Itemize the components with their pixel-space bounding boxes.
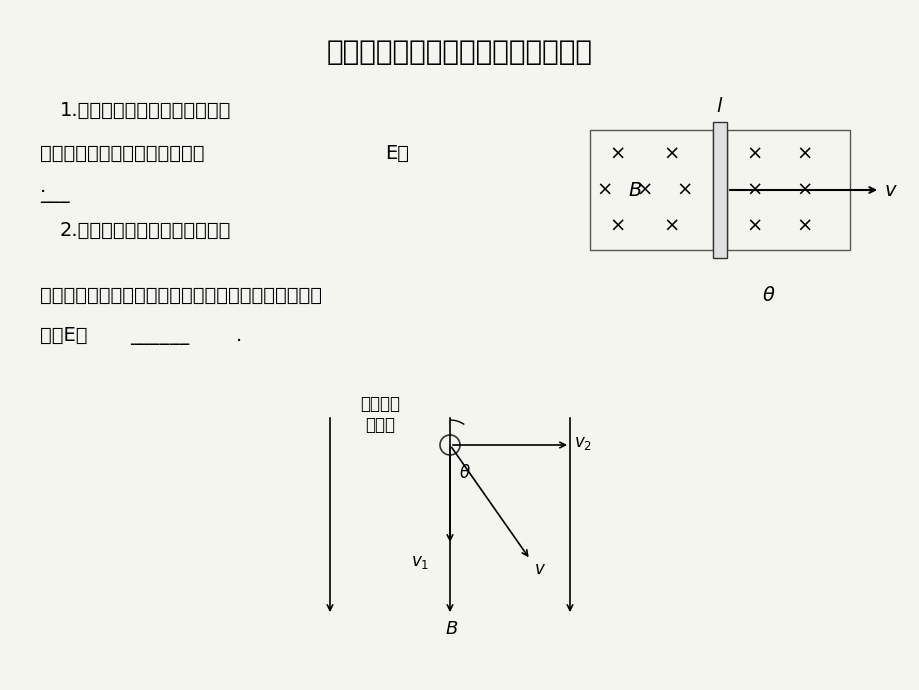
Text: 运动方向三者两两相互垂直时，: 运动方向三者两两相互垂直时， [40,144,204,163]
Text: $B$: $B$ [445,620,459,638]
Text: ×: × [746,217,763,235]
Text: $v_1$: $v_1$ [411,553,428,571]
Text: ×: × [636,181,652,199]
Text: .: . [236,326,242,344]
Text: $l$: $l$ [716,97,723,116]
Text: ×: × [664,217,679,235]
Text: ×: × [796,217,812,235]
Text: 1.磁场方向、导体棒与导体棒的: 1.磁场方向、导体棒与导体棒的 [60,101,231,119]
Text: ___: ___ [40,184,70,202]
Text: ×: × [746,181,763,199]
Text: ×: × [676,181,692,199]
Text: 时，E＝: 时，E＝ [40,326,94,344]
Text: ×: × [746,144,763,164]
Text: E＝: E＝ [384,144,409,163]
Text: θ: θ [460,464,470,482]
Text: .: . [40,177,46,195]
Text: $v$: $v$ [534,560,546,578]
Text: 棒的运动方向与导体棒本身垂直，但与磁场方向夹角为: 棒的运动方向与导体棒本身垂直，但与磁场方向夹角为 [40,286,328,304]
Text: ______: ______ [130,326,189,344]
Text: ×: × [609,144,626,164]
Text: θ: θ [762,286,774,304]
Text: $v_2$: $v_2$ [573,434,592,452]
Text: ×: × [609,217,626,235]
Text: ×: × [664,144,679,164]
Polygon shape [712,122,726,258]
Text: ×: × [596,181,613,199]
Text: ×: × [796,144,812,164]
Text: 二、导体切割磁感线时的感应电动势: 二、导体切割磁感线时的感应电动势 [326,38,593,66]
Text: ×: × [796,181,812,199]
Text: 导体棒的
横截面: 导体棒的 横截面 [359,395,400,434]
Text: $v$: $v$ [883,181,897,199]
Text: $B$: $B$ [628,181,641,199]
Text: 2.导体棒与磁场方向垂直，导体: 2.导体棒与磁场方向垂直，导体 [60,221,231,239]
